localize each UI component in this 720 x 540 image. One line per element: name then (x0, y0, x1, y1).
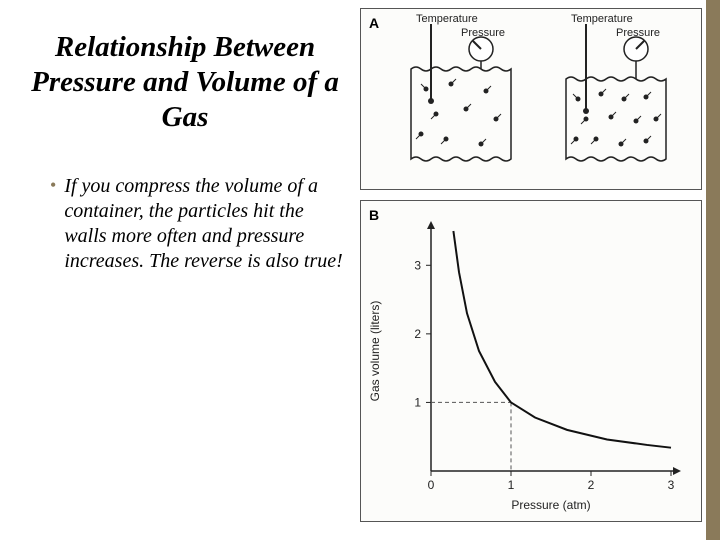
bullet-item: • If you compress the volume of a contai… (20, 174, 350, 274)
figure-b-panel: B 0 1 2 3 1 2 3 Pressure (atm) Gas volume (liter… (360, 200, 702, 522)
y-tick-label: 2 (414, 327, 421, 341)
slide-title: Relationship Between Pressure and Volume… (20, 30, 350, 134)
temp-label-left: Temperature (416, 13, 478, 25)
particles-right (571, 89, 661, 147)
y-tick-label: 3 (414, 258, 421, 272)
x-tick-label: 3 (668, 478, 675, 492)
y-axis-label: Gas volume (liters) (368, 301, 382, 402)
figure-b-label: B (369, 207, 379, 223)
x-axis-label: Pressure (atm) (511, 498, 590, 512)
pressure-label-left: Pressure (461, 27, 505, 39)
x-tick-label: 2 (588, 478, 595, 492)
pv-curve (453, 231, 671, 448)
left-column: Relationship Between Pressure and Volume… (0, 0, 360, 540)
y-tick-label: 1 (414, 395, 421, 409)
x-axis-arrow-icon (673, 467, 681, 475)
slide: Relationship Between Pressure and Volume… (0, 0, 720, 540)
thermometer-bulb-left (428, 98, 434, 104)
temp-label-right: Temperature (571, 13, 633, 25)
chart-svg: 0 1 2 3 1 2 3 Pressure (atm) Gas volume (liters) (361, 201, 701, 521)
bullet-dot-icon: • (50, 174, 56, 197)
pressure-label-right: Pressure (616, 27, 660, 39)
x-tick-label: 1 (508, 478, 515, 492)
bullet-text: If you compress the volume of a containe… (64, 174, 350, 274)
container-right (566, 77, 666, 161)
figure-a-panel: A (360, 8, 702, 190)
figure-a-label: A (369, 15, 379, 31)
thermometer-bulb-right (583, 108, 589, 114)
x-tick-label: 0 (428, 478, 435, 492)
particles-left (416, 79, 501, 147)
y-axis-arrow-icon (427, 221, 435, 229)
right-column: A (360, 0, 720, 540)
container-left (411, 67, 511, 161)
accent-bar (706, 0, 720, 540)
